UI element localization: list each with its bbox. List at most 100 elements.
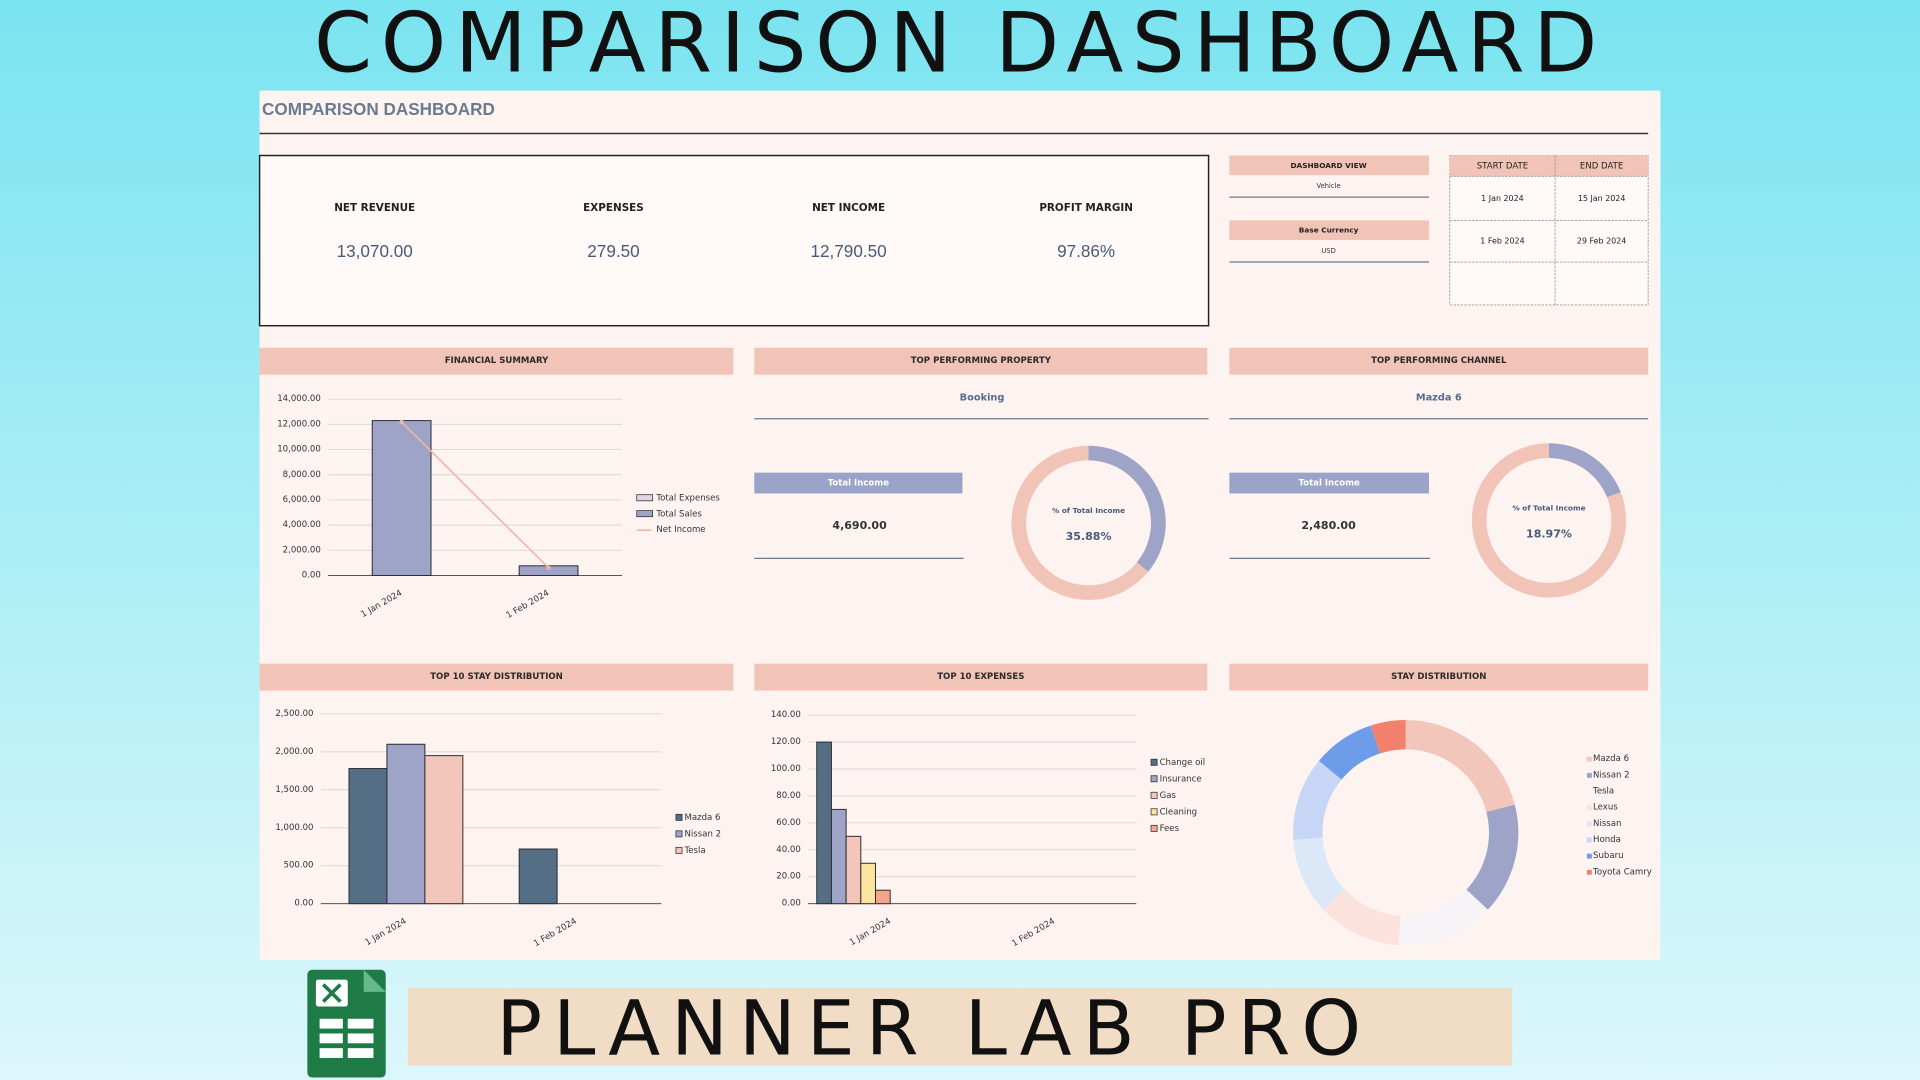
- legend-swatch: [675, 830, 683, 838]
- icon-cell: [319, 1018, 343, 1029]
- bar: [845, 835, 862, 905]
- y-tick-label: 0.00: [294, 899, 313, 909]
- section-header: STAY DISTRIBUTION: [1391, 672, 1486, 682]
- legend-label: Tesla: [683, 846, 705, 856]
- excel-icon: [307, 969, 386, 1078]
- legend-label: Net Income: [656, 525, 705, 535]
- kpi-label: NET INCOME: [812, 202, 885, 214]
- kpi-label: NET REVENUE: [334, 202, 415, 214]
- donut-segment: [1293, 837, 1346, 910]
- donut-segment: [1405, 720, 1515, 812]
- setting-value: USD: [1321, 247, 1335, 255]
- section-header-bg: [754, 347, 1208, 375]
- legend-label: Honda: [1593, 835, 1621, 845]
- setting-label: Base Currency: [1299, 226, 1359, 235]
- icon-cell: [347, 1018, 374, 1029]
- table-header: START DATE: [1477, 162, 1528, 172]
- bar: [386, 743, 426, 905]
- kpi-box: [258, 154, 1210, 327]
- section-header: FINANCIAL SUMMARY: [445, 356, 549, 366]
- legend-label: Total Sales: [655, 509, 702, 519]
- kpi-label: PROFIT MARGIN: [1039, 202, 1133, 214]
- kpi-group: NET REVENUE 13,070.00 EXPENSES 279.50 NET IN…: [334, 202, 1133, 261]
- y-tick-label: 40.00: [776, 845, 801, 855]
- legend-label: Cleaning: [1160, 807, 1198, 817]
- y-tick-label: 60.00: [776, 818, 801, 828]
- panel-name: Booking: [960, 392, 1005, 403]
- y-tick-label: 500.00: [284, 861, 314, 871]
- donut-value: 35.88%: [1066, 530, 1112, 543]
- donut-title: % of Total Income: [1052, 506, 1125, 515]
- setting-header: [1229, 155, 1429, 176]
- bar: [424, 755, 464, 905]
- bar: [860, 862, 876, 905]
- legend-label: Lexus: [1593, 803, 1618, 813]
- bar: [518, 848, 558, 905]
- donut-segment: [1548, 443, 1621, 498]
- section-header: TOP PERFORMING CHANNEL: [1371, 356, 1507, 366]
- line: [401, 421, 550, 569]
- setting-header: [1229, 220, 1429, 240]
- section-header-bg: [754, 663, 1208, 691]
- donut-segment: [1370, 720, 1406, 754]
- settings: DASHBOARD VIEW Vehicle Base Currency USD: [1229, 155, 1429, 263]
- legend-swatch: [1586, 869, 1592, 875]
- legend-swatch: [1586, 789, 1592, 794]
- kpi-value: 279.50: [587, 241, 639, 261]
- legend-label: Fees: [1160, 824, 1180, 834]
- legend-swatch: [1586, 772, 1592, 778]
- brand-name: PLANNER LAB PRO: [496, 985, 1372, 1073]
- donut-segment: [1323, 889, 1401, 946]
- income-value: 2,480.00: [1301, 519, 1356, 532]
- y-tick-label: 0.00: [782, 899, 801, 909]
- legend-label: Mazda 6: [684, 813, 720, 823]
- legend-label: Nissan 2: [684, 829, 721, 839]
- y-tick-label: 120.00: [771, 737, 801, 747]
- sheet-title: COMPARISON DASHBOARD: [262, 99, 495, 119]
- legend-swatch: [1150, 824, 1158, 832]
- section-header: TOP 10 STAY DISTRIBUTION: [430, 672, 563, 682]
- donut-segment: [1398, 889, 1488, 946]
- table-cell: 1 Jan 2024: [1481, 194, 1524, 203]
- y-tick-label: 4,000.00: [283, 520, 321, 530]
- y-tick-label: 1,500.00: [275, 785, 313, 795]
- donut-segment: [1088, 445, 1166, 572]
- brand-bar: [407, 988, 1513, 1066]
- legend-swatch: [675, 846, 683, 854]
- table-cell: 29 Feb 2024: [1577, 237, 1626, 246]
- y-tick-label: 0.00: [302, 571, 321, 581]
- section-header: TOP PERFORMING PROPERTY: [911, 356, 1052, 366]
- legend-label: Nissan: [1593, 819, 1621, 829]
- legend-label: Mazda 6: [1593, 754, 1629, 764]
- legend-swatch: [1586, 756, 1592, 762]
- table-header: END DATE: [1580, 162, 1623, 172]
- y-tick-label: 1,000.00: [275, 823, 313, 833]
- section-header-bg: [1229, 663, 1649, 691]
- bar: [348, 768, 388, 905]
- table-frame: [1449, 155, 1649, 306]
- legend-swatch: [1150, 775, 1158, 783]
- date-table: START DATE END DATE 1 Jan 2024 15 Jan 2024 1…: [1449, 155, 1649, 306]
- kpi-label: EXPENSES: [583, 202, 644, 214]
- section-header-bg: [259, 347, 734, 375]
- table-cell: 1 Feb 2024: [1480, 237, 1524, 246]
- legend-label: Toyota Camry: [1592, 867, 1652, 877]
- legend-label: Nissan 2: [1593, 770, 1630, 780]
- y-tick-label: 80.00: [776, 791, 801, 801]
- donut-segment: [1466, 804, 1519, 910]
- setting-value: Vehicle: [1317, 182, 1341, 190]
- icon-cell: [347, 1033, 374, 1044]
- y-tick-label: 14,000.00: [277, 394, 321, 404]
- icon-x: [321, 983, 342, 1003]
- donut-value: 18.97%: [1526, 527, 1572, 540]
- section-header-bg: [1229, 347, 1649, 375]
- y-tick-label: 12,000.00: [277, 419, 321, 429]
- bar: [830, 808, 847, 905]
- charts: 0.00 2,000.00 4,000.00 6,000.00 8,000.00 10,0…: [275, 394, 1652, 949]
- y-tick-label: 2,000.00: [283, 545, 321, 555]
- y-tick-label: 6,000.00: [283, 495, 321, 505]
- legend-swatch: [1586, 805, 1592, 811]
- kpi-value: 13,070.00: [337, 241, 413, 261]
